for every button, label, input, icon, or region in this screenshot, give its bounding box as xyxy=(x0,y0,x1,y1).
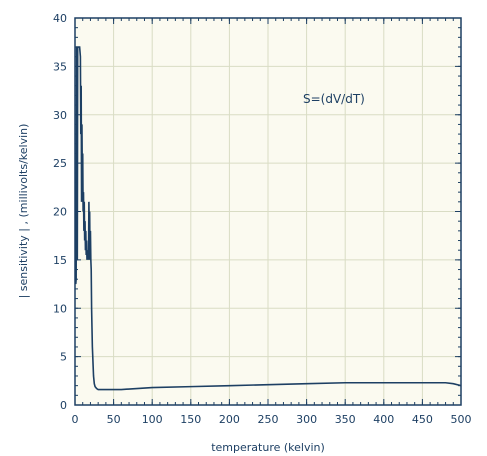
x-tick-label: 200 xyxy=(219,413,240,426)
x-axis-title: temperature (kelvin) xyxy=(211,441,325,454)
y-tick-label: 30 xyxy=(53,109,67,122)
sensitivity-line xyxy=(74,46,462,391)
x-tick-label: 300 xyxy=(296,413,317,426)
y-tick-label: 5 xyxy=(60,351,67,364)
x-tick-label: 100 xyxy=(142,413,163,426)
annotation-formula: S=(dV/dT) xyxy=(303,92,365,106)
x-tick-label: 450 xyxy=(412,413,433,426)
x-tick-label: 0 xyxy=(72,413,79,426)
y-axis-title: | sensitivity | , (millivolts/kelvin) xyxy=(17,124,30,299)
x-tick-label: 500 xyxy=(451,413,472,426)
x-tick-label: 150 xyxy=(180,413,201,426)
y-tick-label: 35 xyxy=(53,60,67,73)
x-tick-label: 400 xyxy=(373,413,394,426)
x-tick-label: 250 xyxy=(258,413,279,426)
y-tick-label: 25 xyxy=(53,157,67,170)
y-tick-label: 20 xyxy=(53,206,67,219)
x-tick-label: 50 xyxy=(107,413,121,426)
y-tick-label: 0 xyxy=(60,399,67,412)
y-tick-label: 40 xyxy=(53,12,67,25)
y-tick-label: 10 xyxy=(53,302,67,315)
x-tick-label: 350 xyxy=(335,413,356,426)
grid xyxy=(75,18,461,405)
y-tick-label: 15 xyxy=(53,254,67,267)
tick-labels: 0 50 100 150 200 250 300 350 400 450 500 0 5 10 15 20 25… xyxy=(53,12,472,426)
plot-frame xyxy=(74,17,462,406)
